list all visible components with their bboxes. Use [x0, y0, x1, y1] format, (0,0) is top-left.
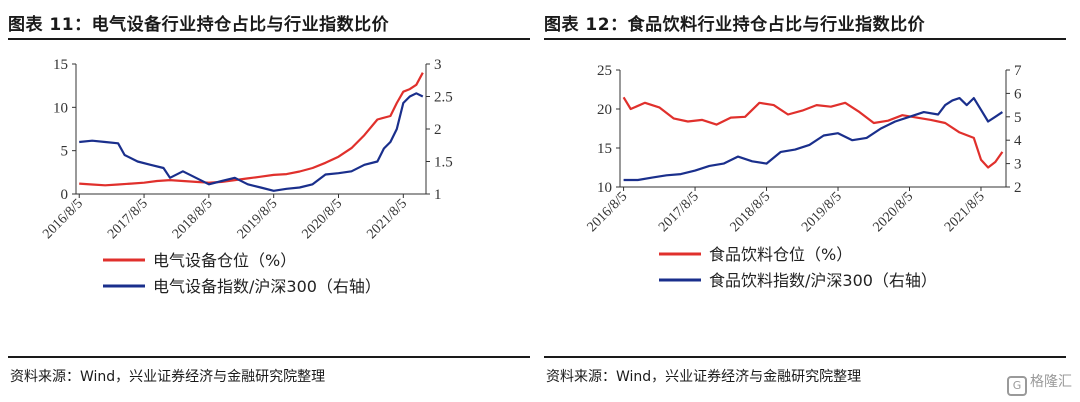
- x-tick-label: 2019/8/5: [235, 196, 281, 242]
- y-tick-label-right: 2: [434, 122, 442, 138]
- y-tick-label-right: 2: [1014, 180, 1022, 196]
- series-line-index-ratio: [79, 92, 424, 192]
- y-tick-label-right: 3: [434, 57, 442, 73]
- y-tick-label-left: 15: [53, 57, 68, 73]
- title-rule: [8, 38, 530, 40]
- y-tick-label-right: 3: [1014, 157, 1022, 173]
- watermark-icon: G: [1007, 376, 1027, 396]
- figure-title: 图表 12：食品饮料行业持仓占比与行业指数比价: [544, 15, 926, 35]
- y-tick-label-left: 20: [597, 102, 612, 118]
- x-tick-label: 2016/8/5: [585, 189, 631, 235]
- source-note: 资料来源：Wind，兴业证券经济与金融研究院整理: [10, 369, 326, 385]
- watermark-logo: G 格隆汇: [1007, 371, 1072, 396]
- x-tick-label: 2020/8/5: [300, 196, 346, 242]
- y-tick-label-right: 2.5: [434, 90, 453, 106]
- x-tick-label: 2021/8/5: [942, 189, 988, 235]
- source-rule: [544, 356, 1066, 358]
- y-tick-label-left: 15: [597, 141, 612, 157]
- y-tick-label-left: 5: [61, 144, 69, 160]
- y-tick-label-right: 5: [1014, 110, 1022, 126]
- line-chart: 10 15 20 25 2 3 4 5 6 7 2016/8/5 2017/8/5 2018/8/5 20…: [585, 63, 1022, 290]
- y-tick-label-right: 1: [434, 187, 442, 203]
- legend-label: 食品饮料仓位（%）: [709, 245, 852, 264]
- x-tick-label: 2016/8/5: [40, 196, 86, 242]
- legend-label: 电气设备仓位（%）: [153, 251, 296, 270]
- figure-title: 图表 11：电气设备行业持仓占比与行业指数比价: [8, 15, 390, 35]
- y-tick-label-right: 6: [1014, 86, 1022, 102]
- y-tick-label-right: 1.5: [434, 155, 453, 171]
- source-rule: [8, 356, 530, 358]
- x-tick-label: 2018/8/5: [728, 189, 774, 235]
- series-line-position: [622, 96, 1004, 169]
- x-tick-label: 2018/8/5: [170, 196, 216, 242]
- y-tick-label-left: 10: [597, 180, 612, 196]
- x-tick-label: 2021/8/5: [364, 196, 410, 242]
- x-tick-label: 2020/8/5: [871, 189, 917, 235]
- chart-panel-right: 图表 12：食品饮料行业持仓占比与行业指数比价 10 15 20 25 2 3 4 5 6 7 20…: [544, 0, 1074, 402]
- x-tick-label: 2017/8/5: [105, 196, 151, 242]
- title-rule: [544, 38, 1066, 40]
- y-tick-label-left: 25: [597, 63, 612, 79]
- y-tick-label-right: 7: [1014, 63, 1022, 79]
- y-tick-label-left: 0: [61, 187, 69, 203]
- chart-panel-left: 图表 11：电气设备行业持仓占比与行业指数比价 0 5 10 15 1 1.5 2 2.5 3 2…: [8, 0, 538, 402]
- x-tick-label: 2017/8/5: [656, 189, 702, 235]
- y-tick-label-right: 4: [1014, 133, 1022, 149]
- x-tick-label: 2019/8/5: [799, 189, 845, 235]
- series-line-position: [79, 72, 424, 187]
- legend-label: 电气设备指数/沪深300（右轴）: [153, 277, 381, 296]
- line-chart: 0 5 10 15 1 1.5 2 2.5 3 2016/8/5 2017/8/5 2018/8/5 2…: [40, 57, 453, 296]
- y-tick-label-left: 10: [53, 100, 68, 116]
- series-line-index-ratio: [623, 96, 1004, 182]
- legend-label: 食品饮料指数/沪深300（右轴）: [709, 271, 937, 290]
- source-note: 资料来源：Wind，兴业证券经济与金融研究院整理: [546, 369, 862, 385]
- watermark-text: 格隆汇: [1030, 374, 1072, 390]
